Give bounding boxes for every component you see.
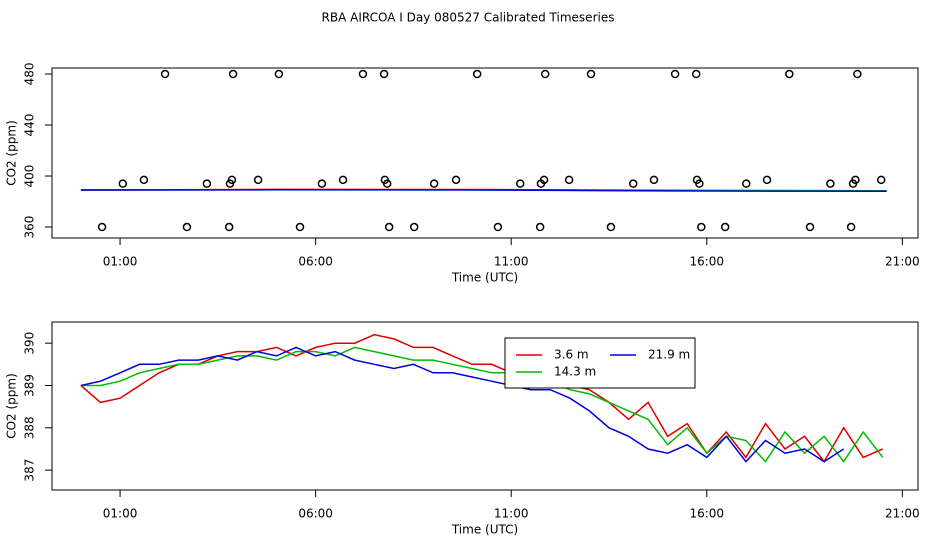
legend-label: 14.3 m <box>554 365 596 379</box>
plot-frame <box>51 321 919 491</box>
point <box>628 179 638 188</box>
point <box>697 222 706 232</box>
point <box>853 69 862 79</box>
point <box>515 179 525 188</box>
x-tick-label: 21:00 <box>885 255 920 269</box>
point <box>317 179 327 188</box>
point <box>670 69 680 79</box>
y-tick-label: 480 <box>23 63 37 86</box>
legend-label: 3.6 m <box>554 348 589 362</box>
point <box>338 175 348 185</box>
y-tick-label: 360 <box>23 216 37 239</box>
legend-label: 21.9 m <box>648 348 690 362</box>
point <box>649 175 659 185</box>
x-tick-label: 16:00 <box>689 507 724 521</box>
x-axis-label: Time (UTC) <box>451 523 518 537</box>
point <box>429 179 439 188</box>
point <box>182 222 192 232</box>
legend-box <box>504 337 696 389</box>
y-tick-label: 389 <box>23 374 37 397</box>
point <box>742 179 751 188</box>
point <box>472 69 482 79</box>
y-tick-label: 390 <box>23 332 37 355</box>
series-line <box>80 346 884 463</box>
x-axis-label: Time (UTC) <box>451 271 518 285</box>
point <box>384 222 394 232</box>
x-tick-label: 01:00 <box>103 507 138 521</box>
x-tick-label: 06:00 <box>298 255 333 269</box>
point <box>118 179 128 188</box>
point <box>139 175 149 185</box>
y-tick-label: 440 <box>23 114 37 137</box>
point <box>606 222 616 232</box>
x-tick-label: 11:00 <box>494 255 529 269</box>
point <box>253 175 263 185</box>
series-line <box>80 346 845 463</box>
point <box>876 175 886 185</box>
point <box>805 222 815 232</box>
point <box>540 69 550 79</box>
point <box>691 69 701 79</box>
point <box>160 69 170 79</box>
point <box>535 222 545 232</box>
point <box>97 222 107 232</box>
x-tick-label: 21:00 <box>885 507 920 521</box>
point <box>228 69 238 79</box>
series-line <box>80 333 884 463</box>
point <box>586 69 596 79</box>
series-line <box>80 189 887 193</box>
x-tick-label: 16:00 <box>689 255 724 269</box>
y-tick-label: 400 <box>23 165 37 188</box>
point <box>358 69 368 79</box>
y-axis-label: CO2 (ppm) <box>5 373 19 439</box>
plot-frame <box>51 67 919 239</box>
y-tick-label: 388 <box>23 416 37 439</box>
point <box>451 175 461 185</box>
y-axis-label: CO2 (ppm) <box>5 120 19 186</box>
point <box>409 222 419 232</box>
x-tick-label: 11:00 <box>494 507 529 521</box>
point <box>695 179 704 188</box>
point <box>848 179 858 188</box>
point <box>826 179 835 188</box>
point <box>379 69 389 79</box>
x-tick-label: 01:00 <box>103 255 138 269</box>
point <box>224 222 234 232</box>
figure-title: RBA AIRCOA I Day 080527 Calibrated Times… <box>322 11 615 25</box>
point <box>493 222 503 232</box>
point <box>762 175 772 185</box>
point <box>564 175 574 185</box>
point <box>846 222 856 232</box>
point <box>295 222 305 232</box>
point <box>202 179 212 188</box>
point <box>536 179 546 188</box>
y-tick-label: 387 <box>23 459 37 482</box>
point <box>720 222 730 232</box>
point <box>274 69 284 79</box>
point <box>382 179 392 188</box>
point <box>225 179 235 188</box>
point <box>785 69 794 79</box>
x-tick-label: 06:00 <box>298 507 333 521</box>
